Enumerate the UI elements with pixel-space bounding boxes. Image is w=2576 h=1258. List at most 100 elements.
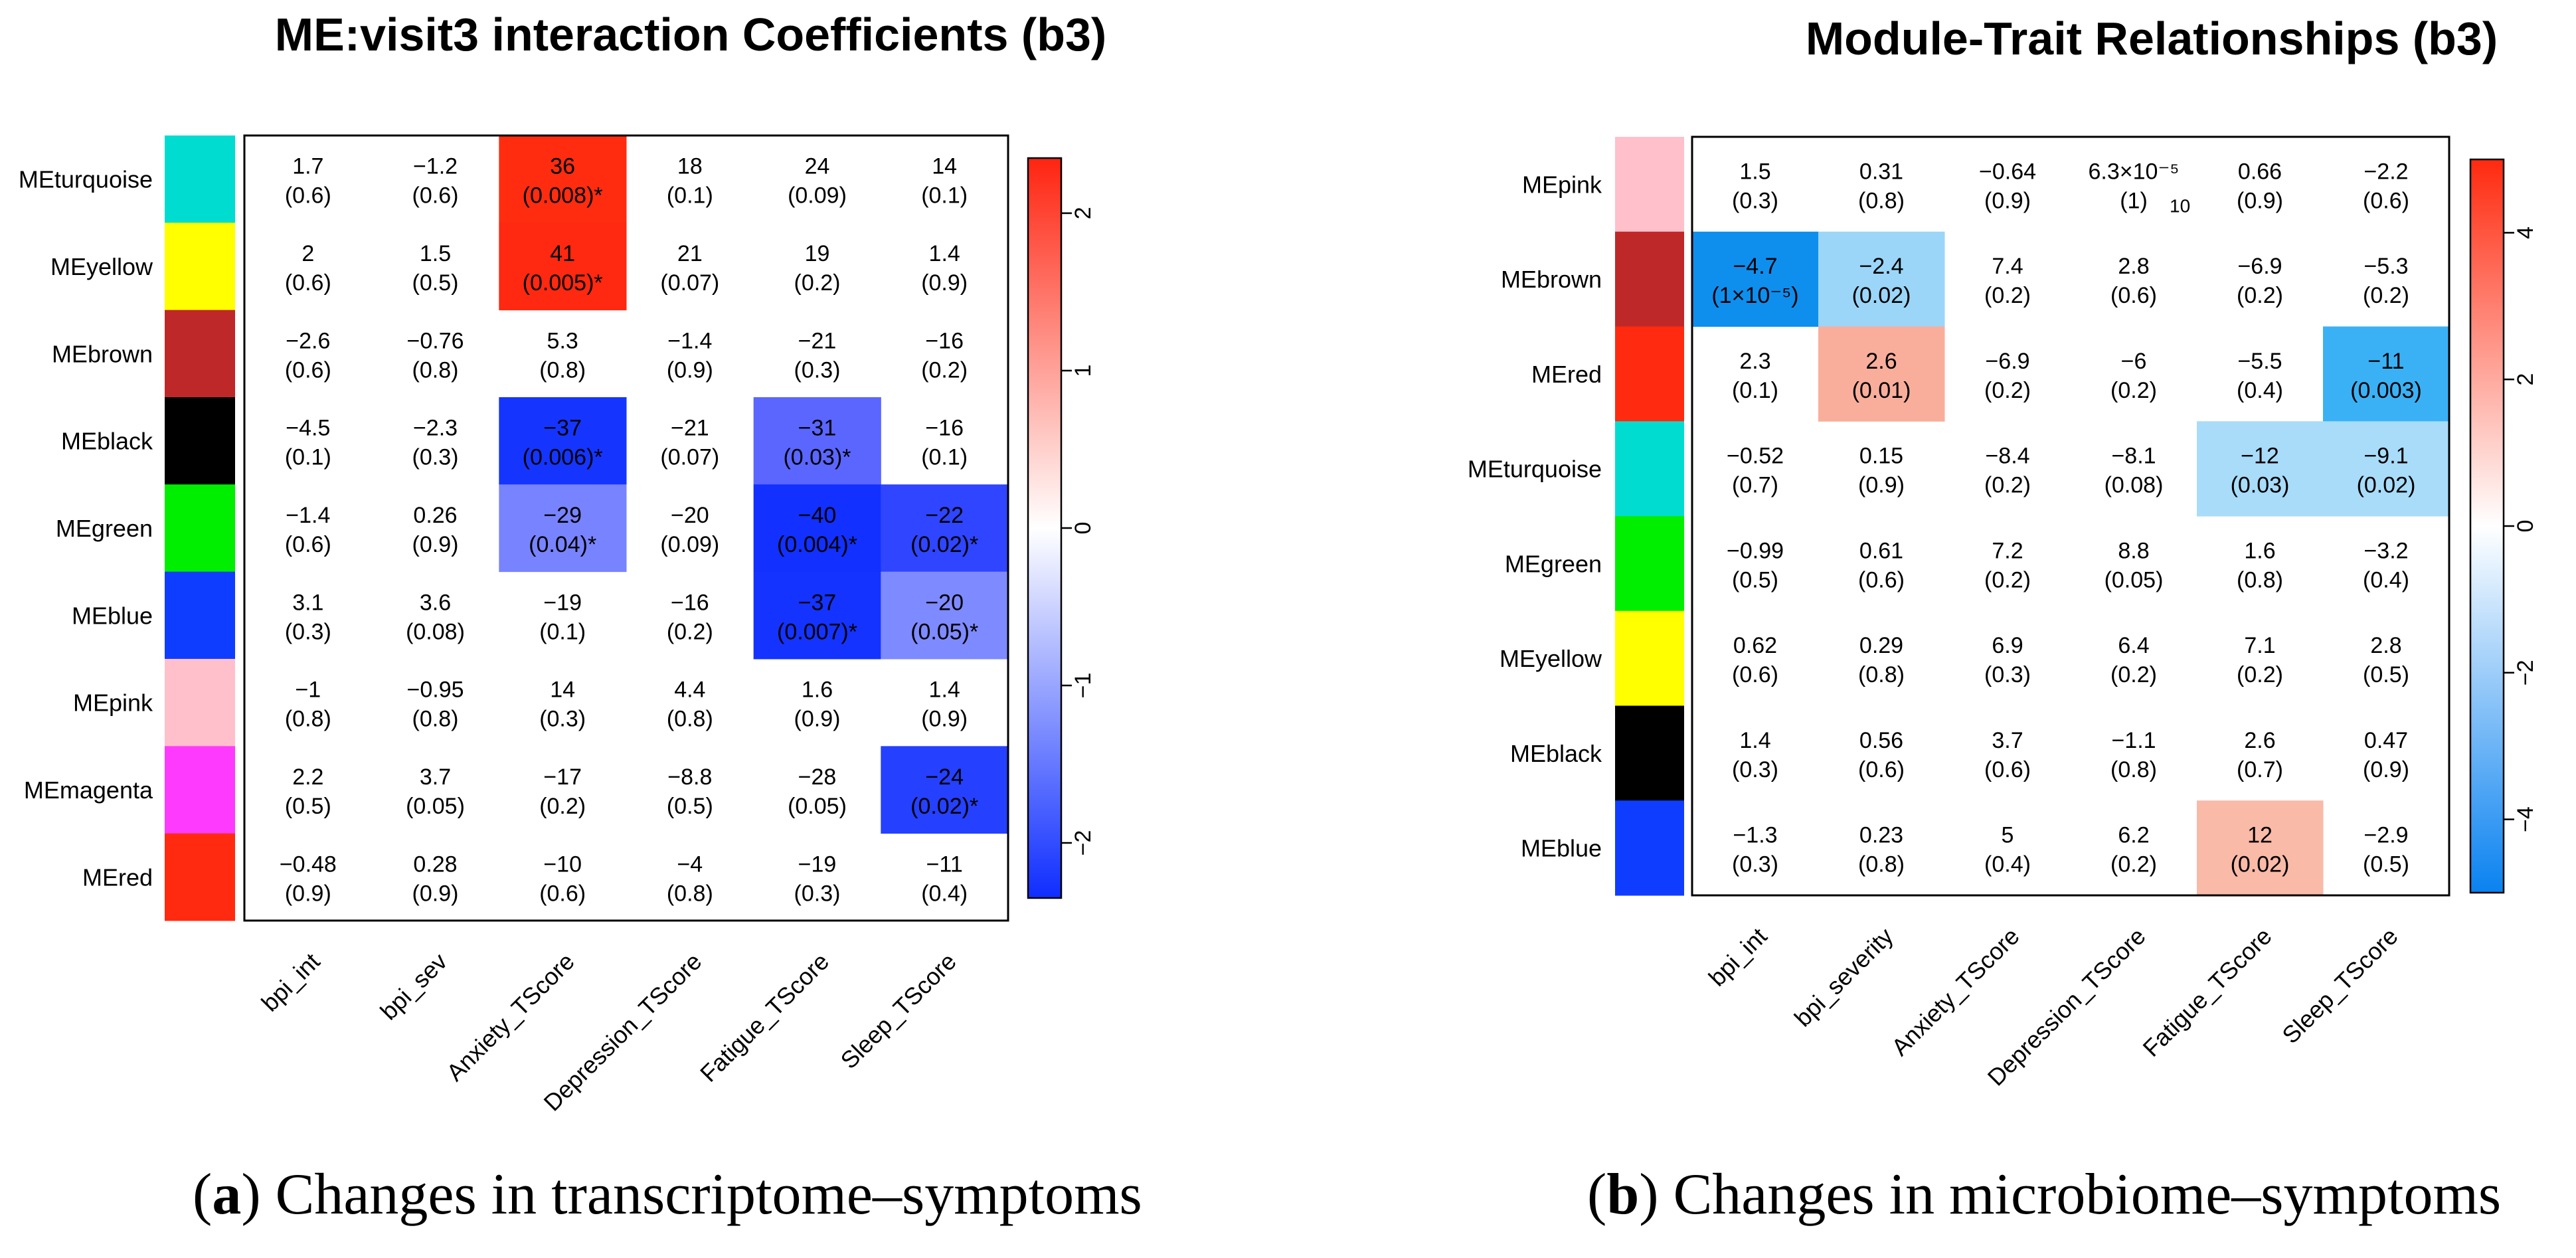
- cell-pvalue: (0.004)*: [777, 532, 857, 557]
- cell-pvalue: (0.6): [1858, 567, 1905, 592]
- cell-value: −1.4: [667, 328, 712, 353]
- legend-ticks-a: 2 1 0 −1 −2: [1061, 207, 1096, 855]
- cell-pvalue: (0.05)*: [910, 619, 978, 644]
- legend-bar-b: [2469, 158, 2505, 894]
- highlighted-cell: [2323, 421, 2450, 517]
- cell-value: 0.62: [1733, 633, 1777, 658]
- cell-pvalue: (0.8): [539, 357, 586, 383]
- cell-pvalue: (0.2): [1984, 567, 2031, 592]
- cell-value: 36: [550, 154, 575, 179]
- cell-pvalue: (0.6): [2363, 188, 2409, 213]
- cell-value: 0.56: [1859, 728, 1903, 753]
- cell-pvalue: (0.2): [1984, 378, 2031, 403]
- legend-tick-label: −4: [2513, 806, 2538, 832]
- cell-value: 2.3: [1739, 349, 1770, 374]
- cell-value: 41: [550, 241, 575, 266]
- cell-pvalue: (0.6): [285, 183, 331, 209]
- cell-pvalue: (0.9): [667, 357, 713, 383]
- row-label: MEred: [82, 863, 153, 891]
- cell-value: −1.1: [2111, 728, 2156, 753]
- caption-a: (a) Changes in transcriptome–symptoms: [193, 1162, 1142, 1227]
- row-label: MEmagenta: [24, 776, 153, 804]
- cell-pvalue: (0.5): [667, 794, 713, 819]
- column-labels-b: bpi_int bpi_severityAnxiety_TScoreDepress…: [1703, 923, 2403, 1091]
- row-label: MEblue: [1521, 835, 1602, 862]
- cell-pvalue: (0.5): [2363, 852, 2409, 877]
- cell-pvalue: (0.6): [285, 532, 331, 557]
- row-label: MEyellow: [1500, 645, 1602, 672]
- cell-pvalue: (0.6): [1984, 757, 2031, 782]
- cell-value: −29: [543, 503, 582, 528]
- cell-pvalue: (0.5): [285, 794, 331, 819]
- cell-pvalue: (0.02)*: [910, 532, 978, 557]
- cell-pvalue: (0.09): [660, 532, 719, 557]
- cell-pvalue: (0.2): [794, 270, 841, 296]
- column-label: bpi_int: [256, 948, 325, 1017]
- cell-pvalue: (0.9): [412, 532, 459, 557]
- cell-value: 0.61: [1859, 538, 1903, 563]
- row-label: MEblack: [61, 428, 153, 455]
- cell-pvalue: (0.2): [667, 619, 713, 644]
- cell-value: 1.4: [929, 677, 960, 703]
- chart-title-a: ME:visit3 interaction Coefficients (b3): [275, 9, 1106, 60]
- cell-value: −19: [798, 852, 837, 877]
- row-label: MEgreen: [56, 515, 153, 542]
- cell-pvalue: (0.9): [921, 270, 968, 296]
- cell-value: 24: [805, 154, 830, 179]
- cell-value: −21: [798, 328, 837, 353]
- cell-value: −1.4: [286, 503, 330, 528]
- cell-value: −6: [2121, 349, 2147, 374]
- cell-value: −37: [543, 416, 582, 441]
- cell-value: 0.66: [2238, 159, 2282, 184]
- row-label: MEblack: [1510, 740, 1602, 767]
- cell-pvalue: (0.6): [285, 270, 331, 296]
- row-label: MEgreen: [1505, 550, 1602, 577]
- cell-pvalue: (0.9): [285, 881, 331, 906]
- cell-value: −1.2: [413, 154, 458, 179]
- cell-value: −16: [925, 416, 964, 441]
- cell-pvalue: (0.003): [2350, 378, 2422, 403]
- cell-value: −20: [671, 503, 709, 528]
- cell-pvalue: (0.05): [2104, 567, 2164, 592]
- cell-value: −4: [677, 852, 703, 877]
- cell-pvalue: (0.9): [921, 707, 968, 732]
- highlighted-cell: [499, 397, 627, 485]
- cell-value: −16: [925, 328, 964, 353]
- cell-pvalue: (0.3): [794, 881, 841, 906]
- cell-pvalue: (0.2): [2110, 852, 2157, 877]
- cell-pvalue: (0.8): [667, 881, 713, 906]
- row-label: MEyellow: [50, 253, 153, 280]
- row-label: MEbrown: [52, 340, 153, 367]
- legend-tick-label: 1: [1071, 365, 1096, 377]
- column-label: bpi_int: [1703, 923, 1772, 992]
- highlighted-cell: [1818, 326, 1945, 422]
- cell-value: 1.6: [2244, 538, 2275, 563]
- heatmap-cells-a: 1.7 (0.6) −1.2 (0.6) 36 (0.008)* 18 (0.1) 24 (0.0…: [280, 135, 1009, 906]
- cell-value: −2.3: [413, 416, 458, 441]
- cell-pvalue: (0.07): [660, 270, 719, 296]
- cell-pvalue: (0.9): [1858, 473, 1905, 498]
- cell-pvalue: (0.02): [1852, 283, 1911, 308]
- highlighted-cell: [1692, 231, 1819, 327]
- cell-value: 1.5: [1739, 159, 1770, 184]
- cell-value: −10: [543, 852, 582, 877]
- cell-value: −2.4: [1859, 254, 1903, 279]
- heatmap-frame-b: [1691, 135, 2450, 897]
- cell-pvalue: (0.1): [921, 445, 968, 470]
- cell-value: −11: [2367, 349, 2404, 374]
- module-swatch-meturquoise: [1615, 421, 1684, 517]
- cell-value: 0.31: [1859, 159, 1903, 184]
- cell-pvalue: (1): [2120, 188, 2148, 213]
- cell-value: 7.2: [1992, 538, 2023, 563]
- legend-tick-label: 0: [1071, 522, 1096, 535]
- cell-value: −0.99: [1727, 538, 1784, 563]
- cell-pvalue: (0.6): [1858, 757, 1905, 782]
- caption-letter-a: a: [212, 1162, 242, 1227]
- highlighted-cell: [881, 571, 1009, 660]
- cell-pvalue: (0.7): [1732, 473, 1778, 498]
- cell-value: 6.2: [2118, 823, 2149, 848]
- cell-pvalue: (0.8): [285, 707, 331, 732]
- highlighted-cell: [753, 571, 881, 660]
- cell-pvalue: (0.008)*: [523, 183, 603, 209]
